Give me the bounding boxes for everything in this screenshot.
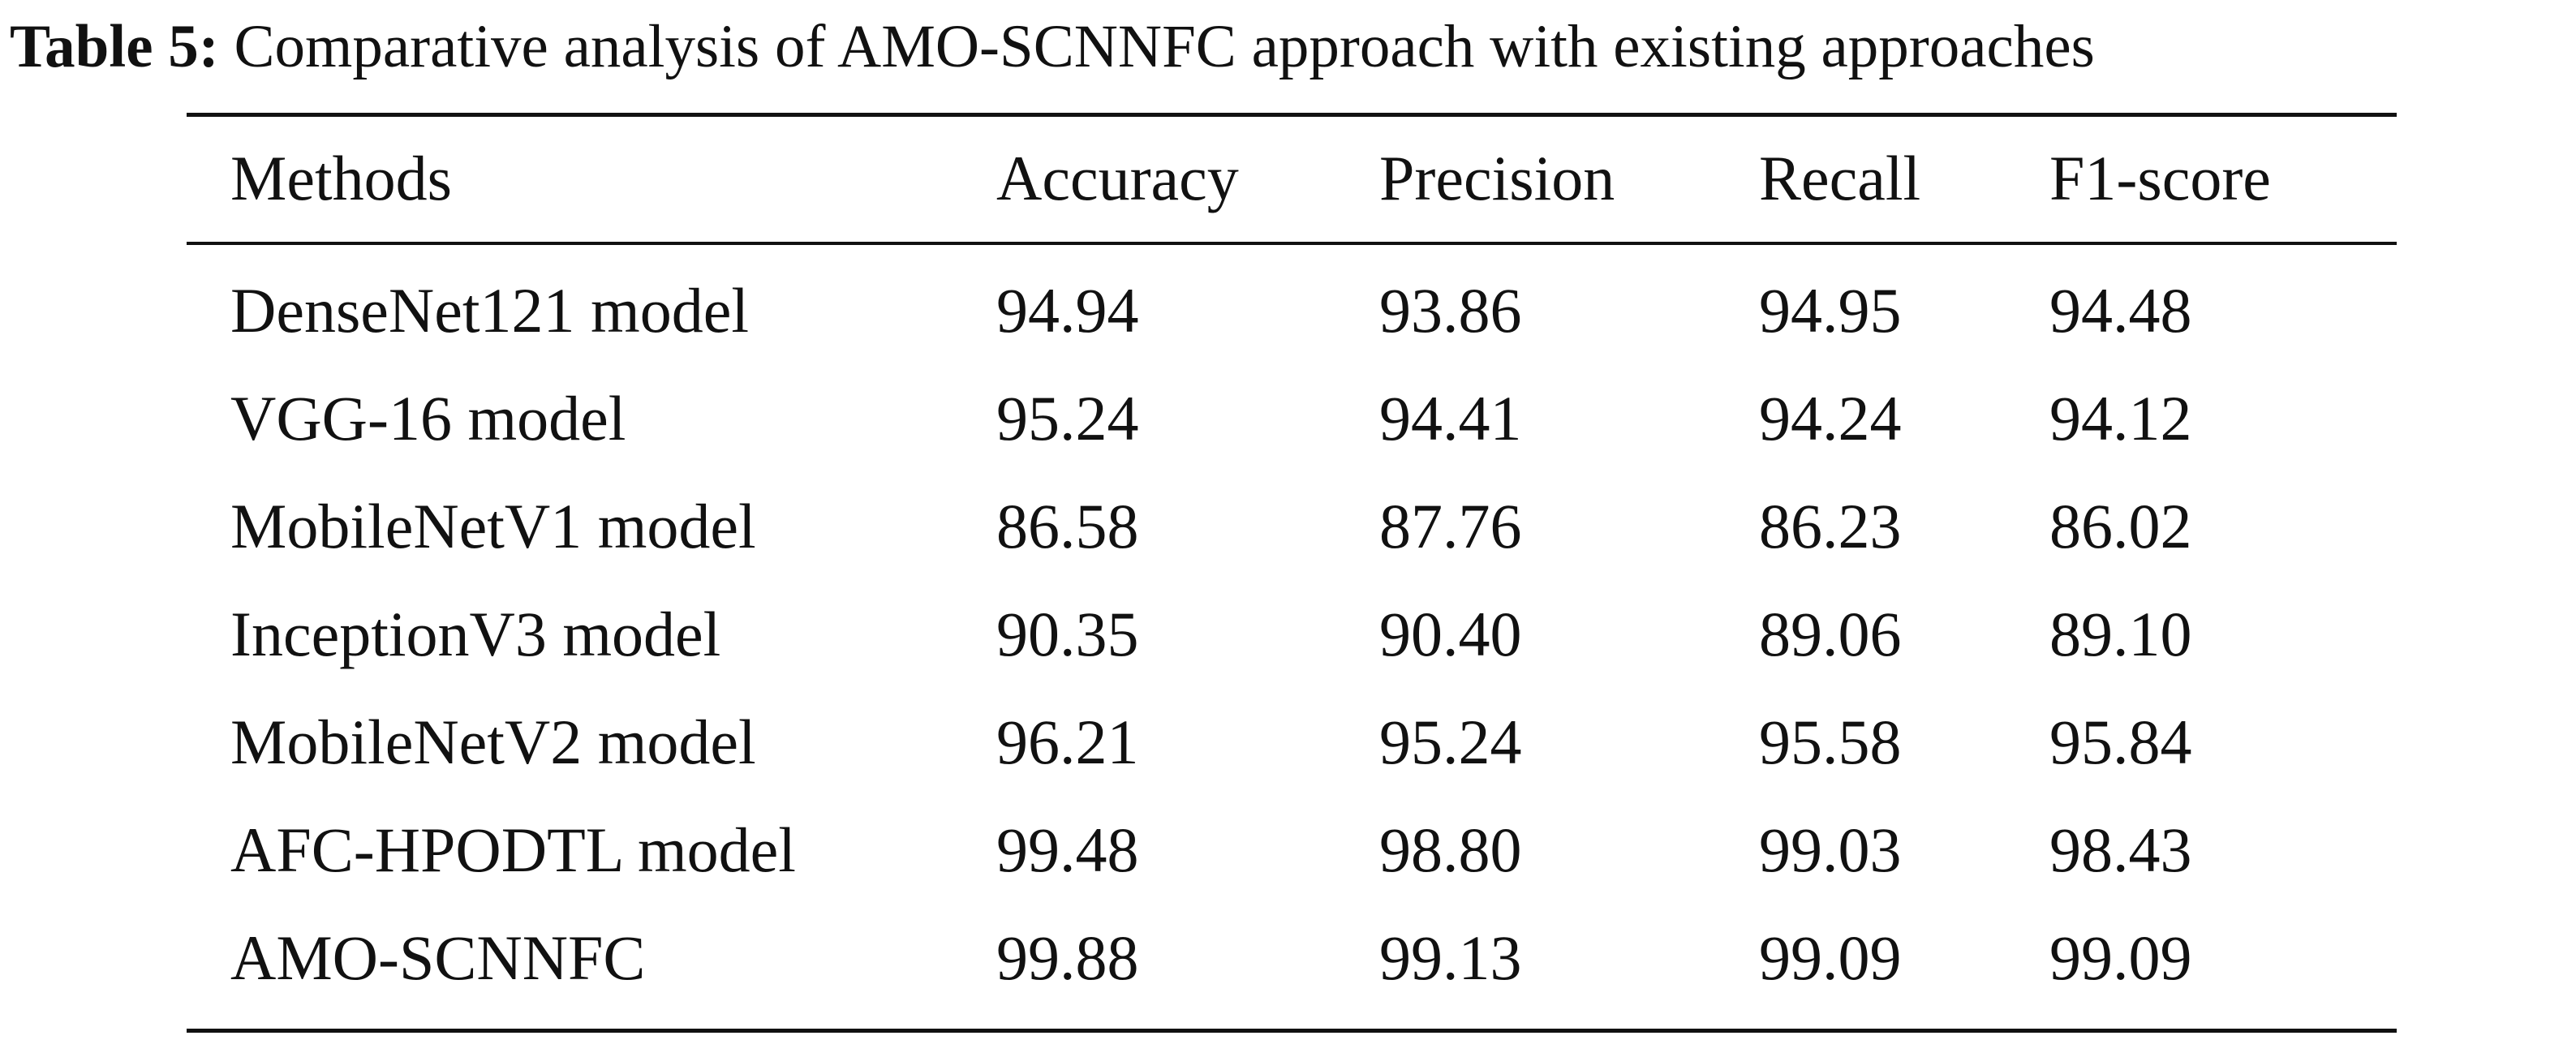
- cell-accuracy: 99.88: [996, 922, 1139, 993]
- table-row: AFC-HPODTL model 99.48 98.80 99.03 98.43: [0, 810, 2576, 891]
- table-row: DenseNet121 model 94.94 93.86 94.95 94.4…: [0, 270, 2576, 351]
- table-row: VGG-16 model 95.24 94.41 94.24 94.12: [0, 378, 2576, 459]
- table-row: MobileNetV2 model 96.21 95.24 95.58 95.8…: [0, 702, 2576, 783]
- cell-method: VGG-16 model: [230, 383, 626, 453]
- cell-accuracy: 96.21: [996, 707, 1139, 777]
- cell-f1-score: 86.02: [2049, 491, 2192, 561]
- cell-precision: 94.41: [1379, 383, 1522, 453]
- table-row: AMO-SCNNFC 99.88 99.13 99.09 99.09: [0, 918, 2576, 999]
- cell-method: MobileNetV2 model: [230, 707, 756, 777]
- cell-precision: 98.80: [1379, 814, 1522, 885]
- cell-recall: 99.09: [1759, 922, 1902, 993]
- cell-precision: 99.13: [1379, 922, 1522, 993]
- cell-method: InceptionV3 model: [230, 599, 721, 669]
- cell-precision: 95.24: [1379, 707, 1522, 777]
- cell-precision: 90.40: [1379, 599, 1522, 669]
- table-bottom-rule: [187, 1029, 2397, 1033]
- cell-precision: 93.86: [1379, 275, 1522, 346]
- cell-method: AFC-HPODTL model: [230, 814, 796, 885]
- cell-recall: 95.58: [1759, 707, 1902, 777]
- cell-recall: 89.06: [1759, 599, 1902, 669]
- table-header-rule: [187, 242, 2397, 245]
- cell-f1-score: 98.43: [2049, 814, 2192, 885]
- header-methods: Methods: [230, 143, 452, 213]
- cell-f1-score: 94.12: [2049, 383, 2192, 453]
- cell-accuracy: 86.58: [996, 491, 1139, 561]
- cell-f1-score: 99.09: [2049, 922, 2192, 993]
- table-caption-label: Table 5:: [10, 13, 219, 80]
- cell-recall: 99.03: [1759, 814, 1902, 885]
- cell-accuracy: 94.94: [996, 275, 1139, 346]
- cell-precision: 87.76: [1379, 491, 1522, 561]
- header-recall: Recall: [1759, 143, 1921, 213]
- cell-recall: 94.95: [1759, 275, 1902, 346]
- header-accuracy: Accuracy: [996, 143, 1239, 213]
- cell-method: MobileNetV1 model: [230, 491, 756, 561]
- cell-accuracy: 90.35: [996, 599, 1139, 669]
- cell-f1-score: 94.48: [2049, 275, 2192, 346]
- table-header-row: Methods Accuracy Precision Recall F1-sco…: [0, 138, 2576, 219]
- table-caption: Table 5: Comparative analysis of AMO-SCN…: [10, 6, 2095, 88]
- cell-f1-score: 89.10: [2049, 599, 2192, 669]
- table-row: InceptionV3 model 90.35 90.40 89.06 89.1…: [0, 594, 2576, 675]
- cell-method: DenseNet121 model: [230, 275, 750, 346]
- cell-recall: 94.24: [1759, 383, 1902, 453]
- cell-method: AMO-SCNNFC: [230, 922, 646, 993]
- table-row: MobileNetV1 model 86.58 87.76 86.23 86.0…: [0, 486, 2576, 567]
- table-top-rule: [187, 113, 2397, 117]
- cell-f1-score: 95.84: [2049, 707, 2192, 777]
- cell-recall: 86.23: [1759, 491, 1902, 561]
- table-caption-text: Comparative analysis of AMO-SCNNFC appro…: [234, 13, 2095, 80]
- header-f1-score: F1-score: [2049, 143, 2271, 213]
- header-precision: Precision: [1379, 143, 1615, 213]
- cell-accuracy: 99.48: [996, 814, 1139, 885]
- cell-accuracy: 95.24: [996, 383, 1139, 453]
